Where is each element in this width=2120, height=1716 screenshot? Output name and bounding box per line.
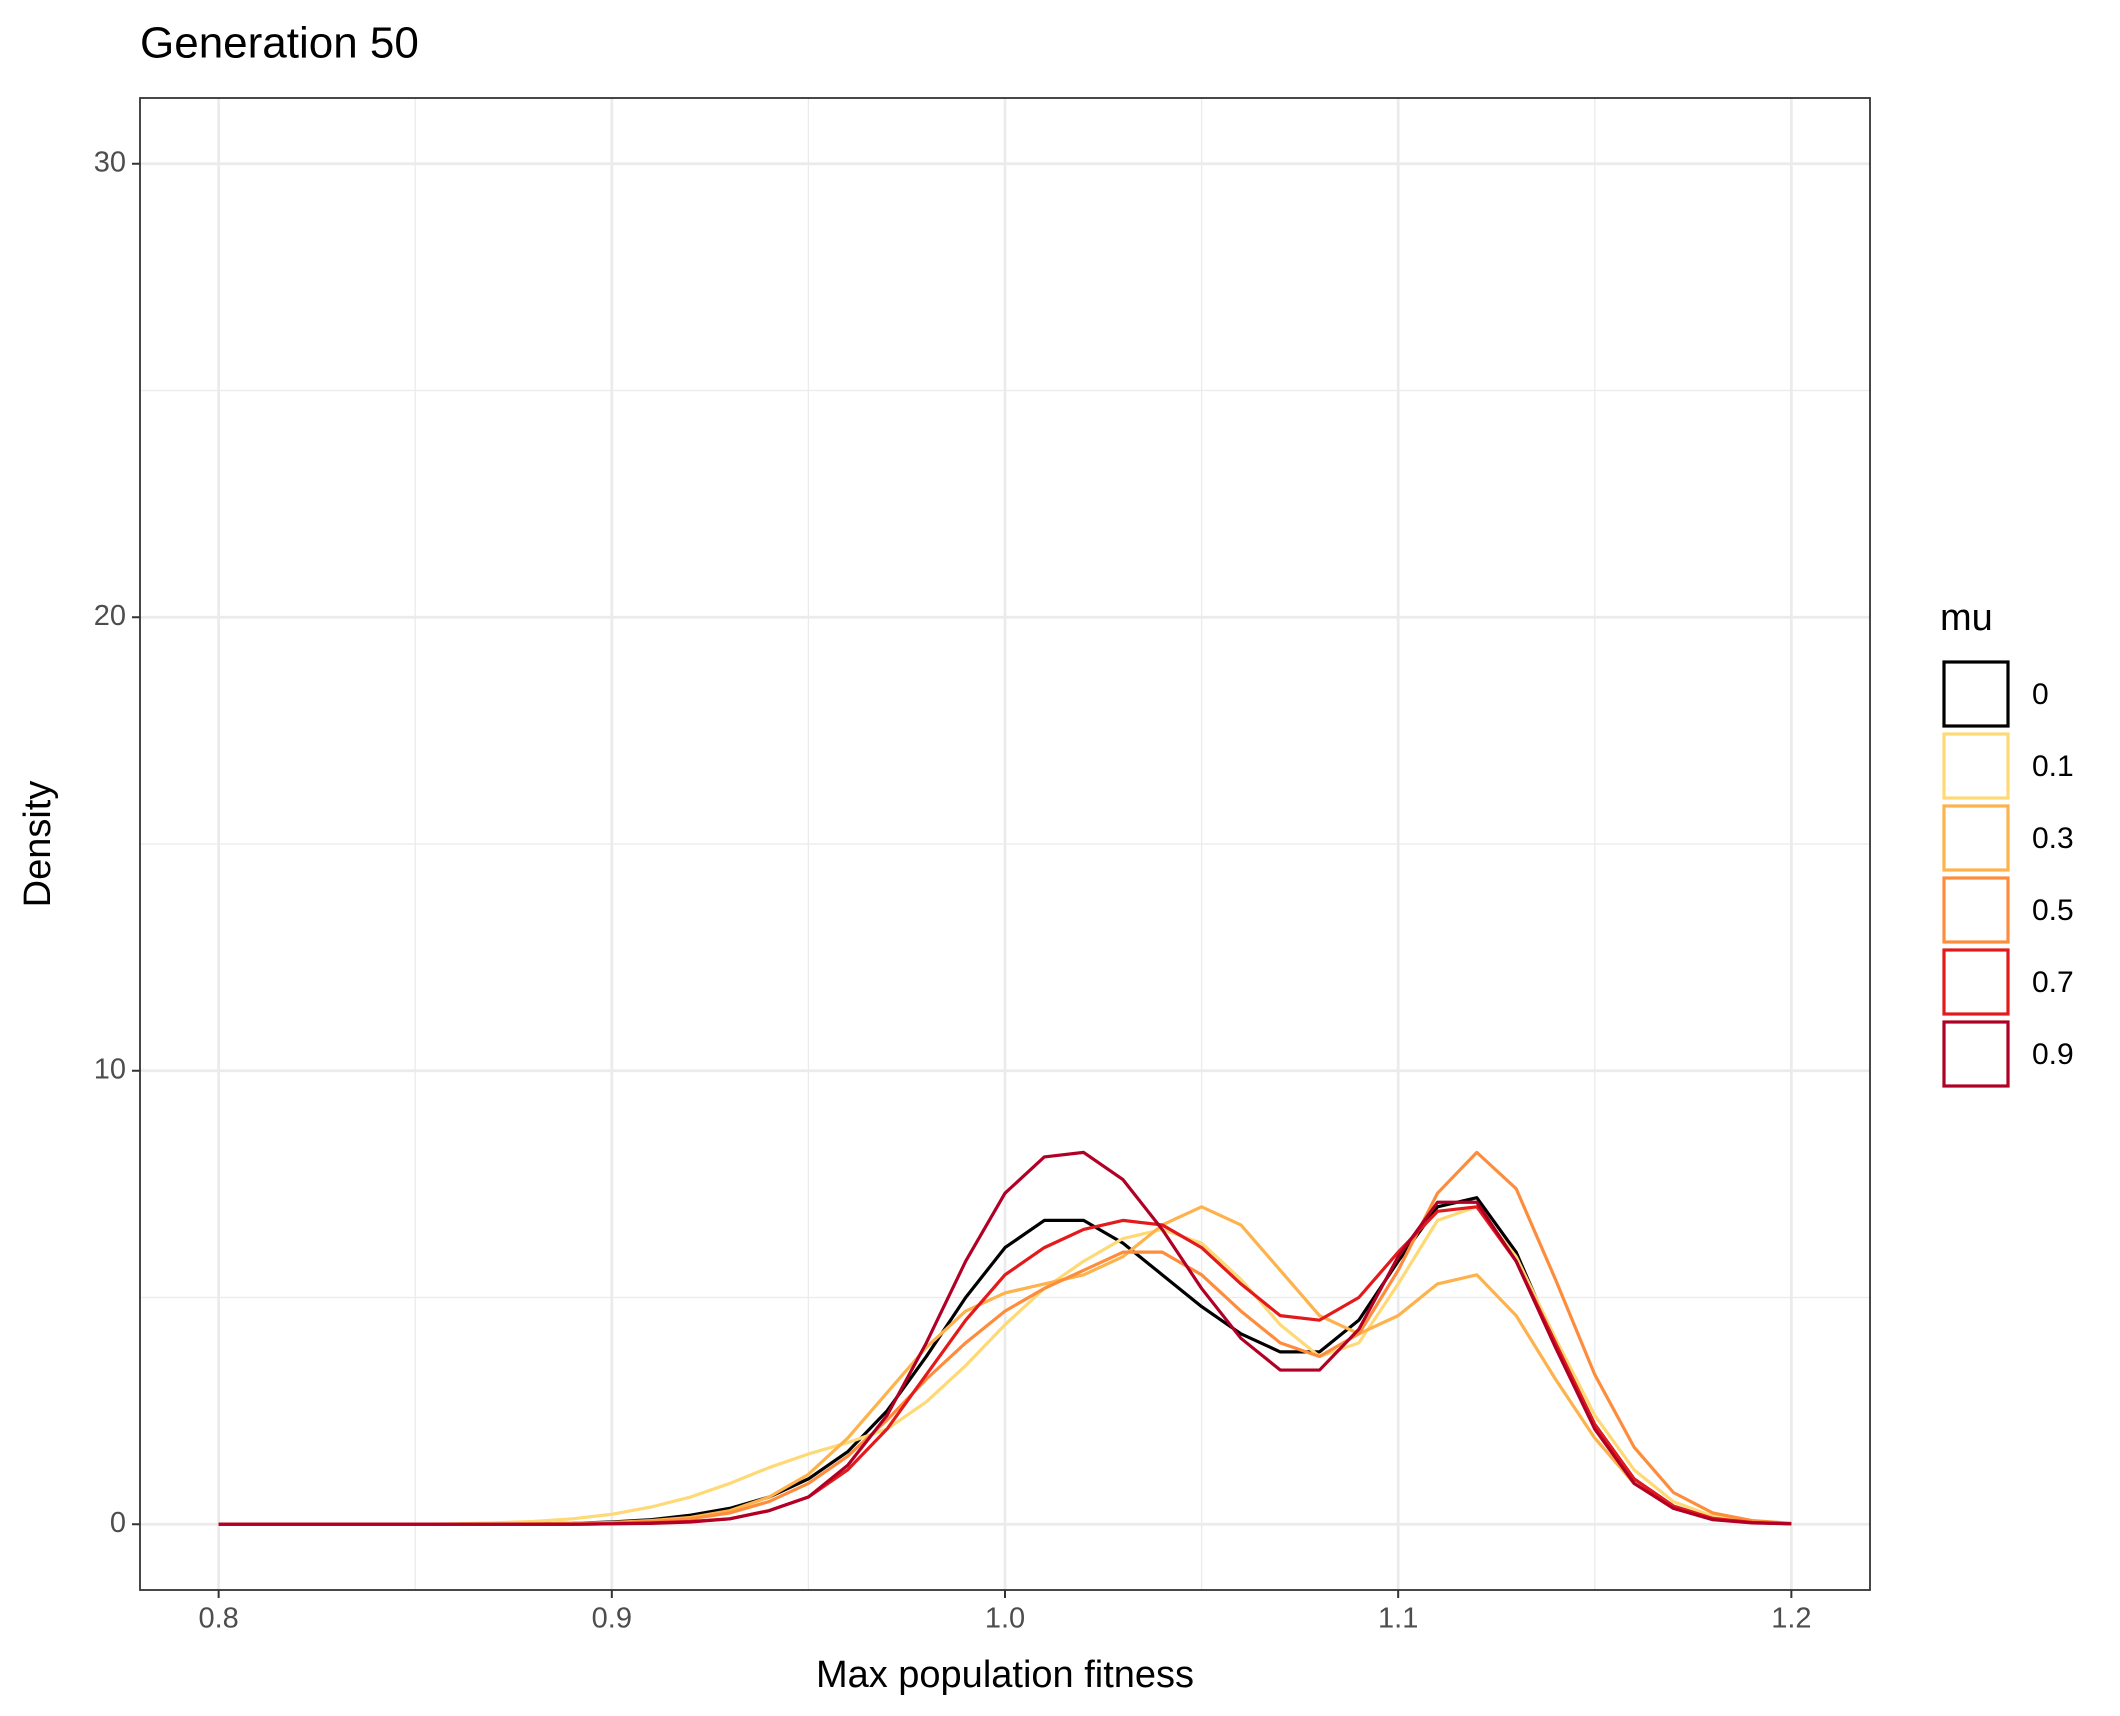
y-tick-label: 30: [94, 146, 126, 178]
x-tick-label: 1.0: [985, 1603, 1025, 1635]
y-tick-label: 20: [94, 600, 126, 632]
x-tick-label: 0.8: [198, 1603, 238, 1635]
y-axis-label: Density: [17, 781, 59, 908]
y-tick-label: 10: [94, 1053, 126, 1085]
legend-label: 0.7: [2032, 966, 2074, 999]
legend-label: 0.3: [2032, 822, 2074, 855]
legend-label: 0.9: [2032, 1038, 2074, 1071]
x-tick-label: 1.2: [1771, 1603, 1811, 1635]
legend-label: 0.5: [2032, 894, 2074, 927]
density-line: [218, 1150, 1792, 1526]
legend-key: [1942, 660, 2010, 728]
legend-label: 0: [2032, 678, 2049, 711]
legend-key: [1942, 804, 2010, 872]
chart-title: Generation 50: [140, 19, 419, 68]
legend-label: 0.1: [2032, 750, 2074, 783]
panel-border: [139, 97, 1871, 1591]
legend-key: [1942, 1020, 2010, 1088]
y-tick-label: 0: [110, 1507, 126, 1539]
legend-key: [1942, 876, 2010, 944]
x-tick-label: 0.9: [592, 1603, 632, 1635]
legend-key: [1942, 732, 2010, 800]
legend-key: [1942, 948, 2010, 1016]
x-axis-label: Max population fitness: [816, 1654, 1194, 1696]
x-tick-label: 1.1: [1378, 1603, 1418, 1635]
legend-title: mu: [1940, 597, 1993, 639]
